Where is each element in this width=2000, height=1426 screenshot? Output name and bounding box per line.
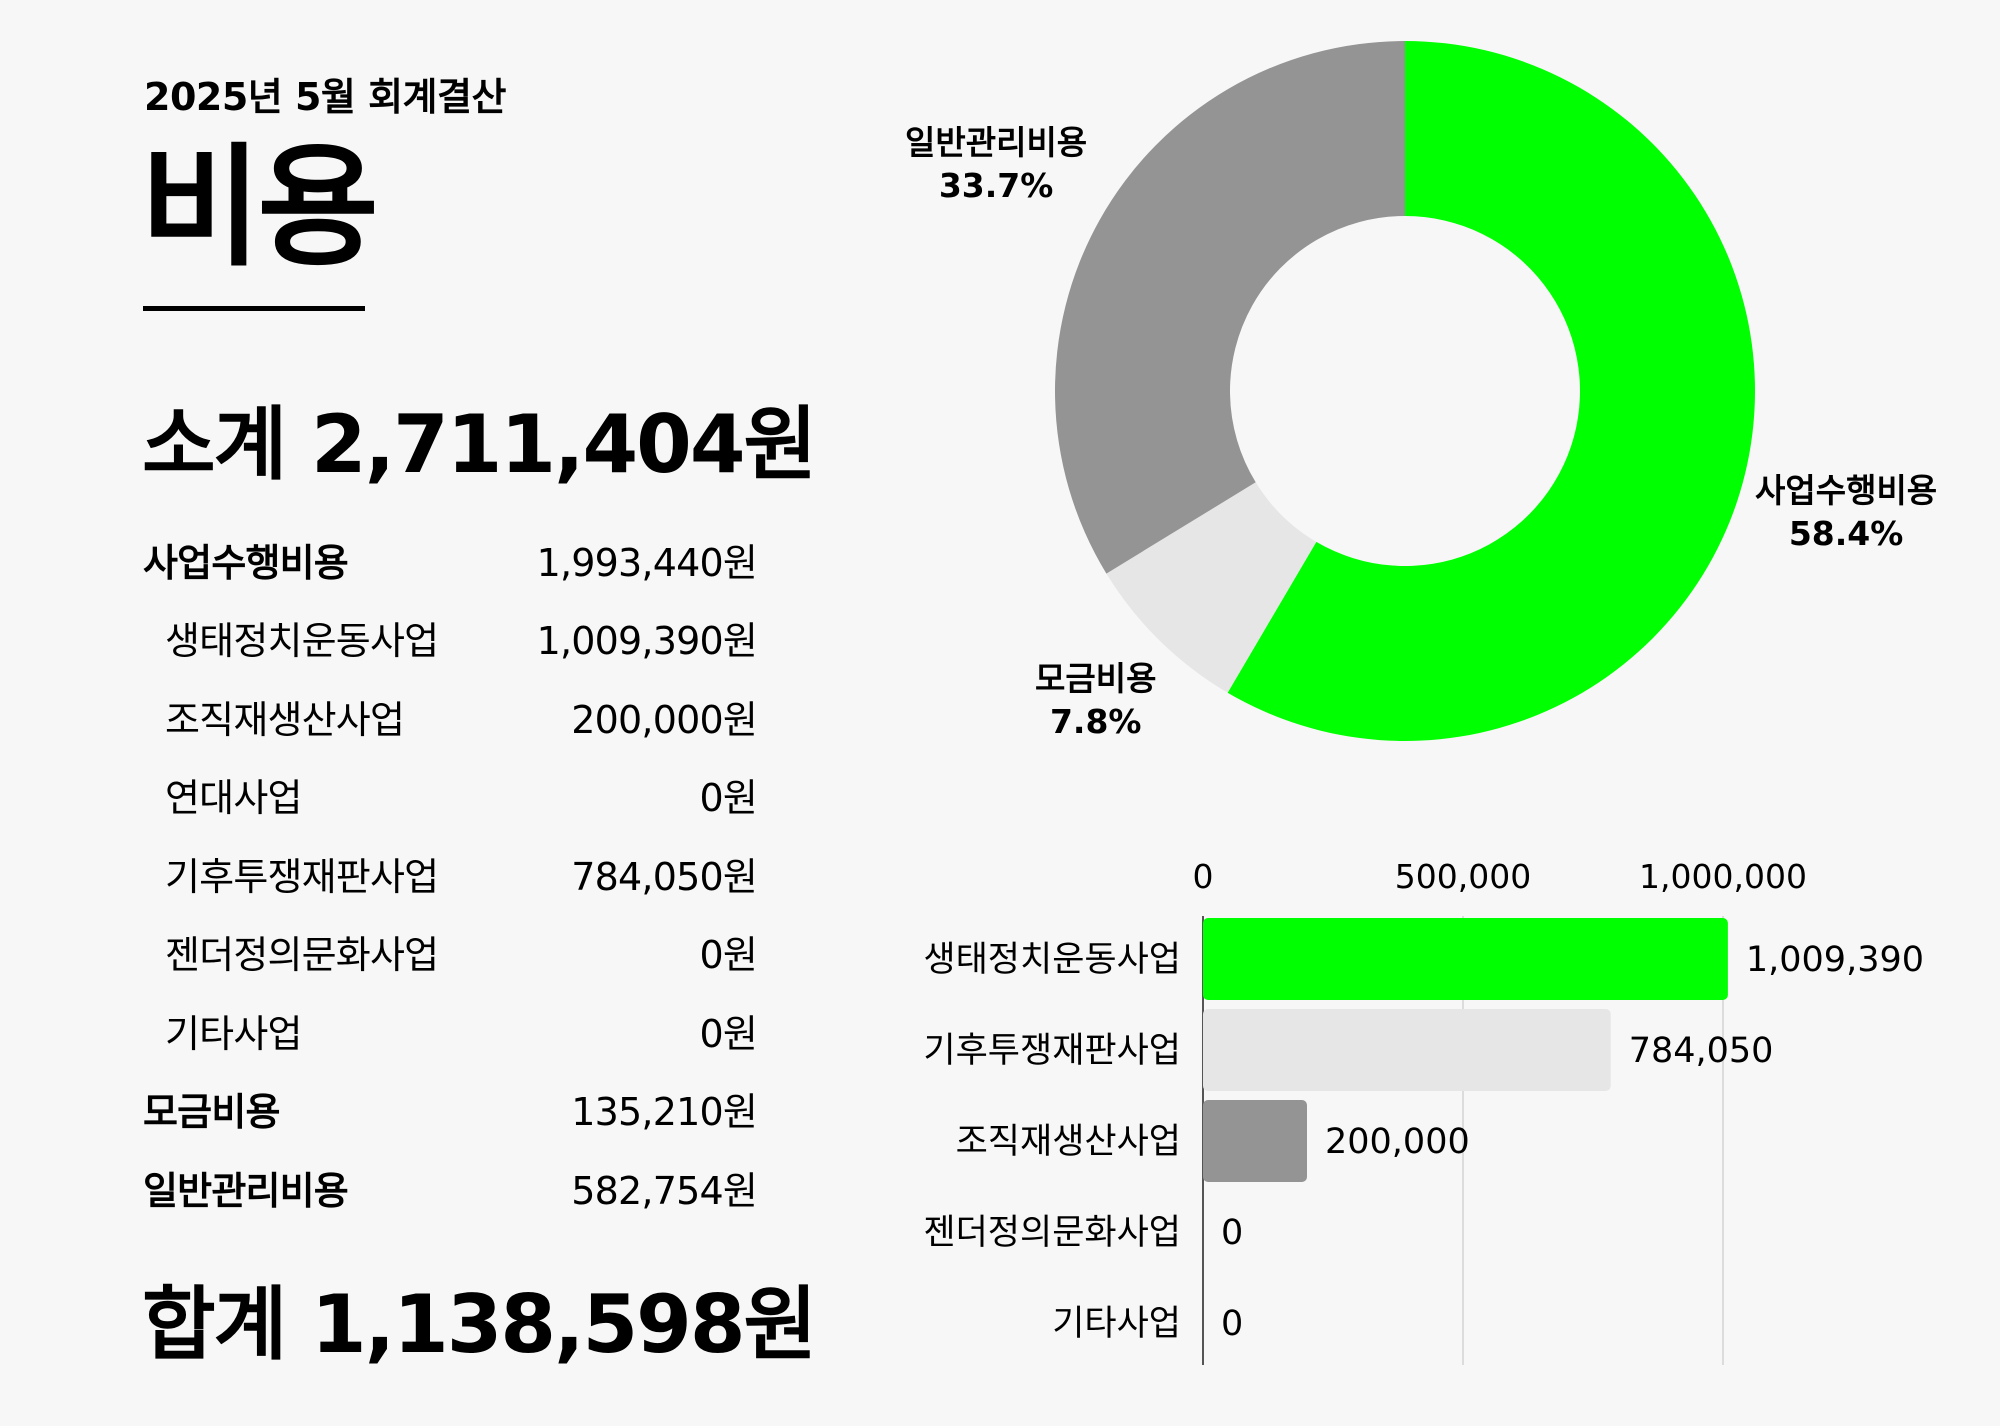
cost-row-label: 사업수행비용 xyxy=(143,540,349,585)
cost-row-label: 기후투쟁재판사업 xyxy=(165,854,439,899)
bar-value-label: 784,050 xyxy=(1629,1031,1774,1071)
cost-row-label: 젠더정의문화사업 xyxy=(165,933,439,978)
cost-row-value: 135,210원 xyxy=(571,1090,758,1135)
cost-row-value: 582,754원 xyxy=(571,1168,758,1213)
subtotal-amount: 소계 2,711,404원 xyxy=(142,398,817,491)
donut-slice-1 xyxy=(1106,482,1317,693)
cost-row: 모금비용 135,210원 xyxy=(143,1070,758,1149)
donut-label-project: 사업수행비용 58.4% xyxy=(1755,470,1937,556)
bar-value-label: 200,000 xyxy=(1325,1122,1470,1162)
bar-tick-label: 0 xyxy=(1193,857,1214,896)
bar-2 xyxy=(1203,1100,1307,1182)
cost-row: 기타사업 0원 xyxy=(143,991,758,1070)
cost-row-label: 모금비용 xyxy=(143,1090,280,1135)
cost-row-value: 0원 xyxy=(699,933,757,978)
donut-slice-0 xyxy=(1227,41,1755,742)
cost-row-value: 0원 xyxy=(699,776,757,821)
bar-category-label: 기후투쟁재판사업 xyxy=(923,1031,1181,1071)
cost-row-label: 연대사업 xyxy=(165,776,302,821)
donut-label-percent: 33.7% xyxy=(938,165,1054,205)
donut-label-fundraising: 모금비용 7.8% xyxy=(1035,658,1156,744)
donut-label-percent: 58.4% xyxy=(1788,513,1904,553)
cost-row-value: 784,050원 xyxy=(571,854,758,899)
total-amount: 합계 1,138,598원 xyxy=(142,1278,817,1371)
cost-row: 사업수행비용 1,993,440원 xyxy=(143,520,758,599)
bar-category-label: 생태정치운동사업 xyxy=(923,940,1181,980)
cost-row-label: 기타사업 xyxy=(165,1011,302,1056)
cost-row-label: 일반관리비용 xyxy=(143,1168,349,1213)
expense-donut-chart xyxy=(1050,36,1760,746)
cost-row: 연대사업 0원 xyxy=(143,756,758,835)
donut-label-name: 모금비용 xyxy=(1035,659,1157,698)
project-bar-chart: 0 500,000 1,000,000 생태정치운동사업 1,009,390 기후투쟁재판… xyxy=(880,850,1980,1370)
bar-svg: 0 500,000 1,000,000 생태정치운동사업 1,009,390 기후투쟁재판… xyxy=(923,857,1924,1365)
page-title: 비용 xyxy=(140,131,379,285)
cost-row: 일반관리비용 582,754원 xyxy=(143,1148,758,1227)
donut-label-admin: 일반관리비용 33.7% xyxy=(905,122,1087,208)
cost-row-value: 1,009,390원 xyxy=(536,619,758,664)
donut-label-name: 사업수행비용 xyxy=(1755,471,1938,510)
cost-row-value: 0원 xyxy=(699,1011,757,1056)
donut-label-name: 일반관리비용 xyxy=(905,123,1088,162)
cost-row-label: 조직재생산사업 xyxy=(165,697,405,742)
bar-0 xyxy=(1203,918,1728,1000)
bar-category-label: 기타사업 xyxy=(1052,1304,1181,1344)
cost-row: 생태정치운동사업 1,009,390원 xyxy=(143,599,758,678)
cost-row-value: 200,000원 xyxy=(571,697,758,742)
donut-slice-2 xyxy=(1055,41,1405,574)
cost-row-label: 생태정치운동사업 xyxy=(165,619,439,664)
cost-row: 조직재생산사업 200,000원 xyxy=(143,677,758,756)
cost-row-value: 1,993,440원 xyxy=(536,540,758,585)
bar-value-label: 0 xyxy=(1221,1304,1243,1344)
bar-tick-label: 500,000 xyxy=(1395,857,1531,896)
donut-label-percent: 7.8% xyxy=(1049,701,1142,741)
cost-row: 젠더정의문화사업 0원 xyxy=(143,913,758,992)
bar-tick-label: 1,000,000 xyxy=(1639,857,1807,896)
report-subtitle: 2025년 5월 회계결산 xyxy=(144,75,506,119)
bar-category-label: 조직재생산사업 xyxy=(956,1122,1181,1162)
title-underline xyxy=(143,306,365,311)
bar-1 xyxy=(1203,1009,1611,1091)
cost-row: 기후투쟁재판사업 784,050원 xyxy=(143,834,758,913)
bar-value-label: 0 xyxy=(1221,1213,1243,1253)
bar-value-label: 1,009,390 xyxy=(1746,940,1924,980)
donut-svg xyxy=(1055,41,1755,742)
bar-category-label: 젠더정의문화사업 xyxy=(923,1213,1181,1253)
